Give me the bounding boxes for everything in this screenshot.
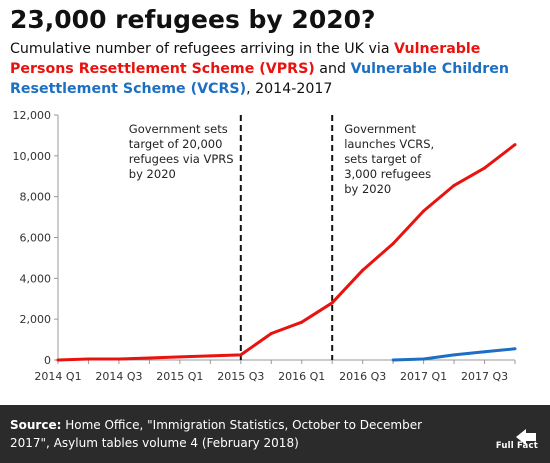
annotation-text: by 2020: [344, 182, 391, 196]
y-tick-label: 0: [44, 354, 51, 367]
y-tick-label: 6,000: [20, 232, 52, 245]
data-point-vprs: [239, 353, 243, 357]
line-chart: 0 2,000 4,000 6,000 8,000 10,000 12,000 2014 Q1…: [13, 109, 517, 383]
source-text: Home Office, "Immigration Statistics, Oc…: [10, 418, 423, 450]
data-point-vprs: [422, 209, 426, 213]
data-point-vcrs: [452, 353, 456, 357]
data-point-vprs: [513, 143, 517, 147]
data-point-vcrs: [513, 347, 517, 351]
annotation-text: Government: [344, 122, 416, 136]
y-tick-label: 8,000: [20, 191, 52, 204]
data-point-vprs: [117, 357, 121, 361]
annotation-text: Government sets: [129, 122, 228, 136]
x-tick-label: 2015 Q1: [156, 370, 203, 383]
y-tick-label: 10,000: [13, 150, 52, 163]
data-point-vprs: [483, 166, 487, 170]
x-tick-label: 2017 Q1: [400, 370, 447, 383]
x-tick-label: 2014 Q3: [95, 370, 142, 383]
annotation-text: target of 20,000: [129, 137, 223, 151]
x-tick-label: 2014 Q1: [34, 370, 81, 383]
y-tick-label: 12,000: [13, 109, 52, 122]
logo-text: Full Fact: [495, 441, 538, 451]
data-point-vprs: [269, 331, 273, 335]
data-point-vprs: [391, 242, 395, 246]
annotation-text: launches VCRS,: [344, 137, 434, 151]
data-point-vprs: [330, 301, 334, 305]
data-point-vprs: [208, 354, 212, 358]
full-fact-logo: [516, 429, 536, 445]
data-point-vprs: [300, 320, 304, 324]
subtitle-part2: and: [314, 61, 351, 77]
chart-title: 23,000 refugees by 2020?: [10, 5, 376, 34]
source-note: Source: Home Office, "Immigration Statis…: [10, 416, 465, 452]
subtitle-vprs: Vulnerable Persons Resettlement Scheme (…: [10, 41, 481, 77]
data-point-vcrs: [391, 358, 395, 362]
data-point-vprs: [147, 356, 151, 360]
chart-subtitle: Cumulative number of refugees arriving i…: [10, 39, 540, 99]
subtitle-part3: , 2014-2017: [246, 81, 333, 97]
data-point-vcrs: [422, 357, 426, 361]
annotation-text: 3,000 refugees: [344, 167, 431, 181]
annotation-text: refugees via VPRS: [129, 152, 234, 166]
x-tick-label: 2016 Q3: [339, 370, 386, 383]
data-point-vprs: [361, 268, 365, 272]
annotation-text: sets target of: [344, 152, 422, 166]
footer: Source: Home Office, "Immigration Statis…: [0, 405, 550, 463]
subtitle-part1: Cumulative number of refugees arriving i…: [10, 41, 395, 57]
data-point-vprs: [452, 183, 456, 187]
series-line-vprs: [57, 143, 516, 362]
x-tick-label: 2016 Q1: [278, 370, 325, 383]
subtitle-vcrs: Vulnerable Children Resettlement Scheme …: [10, 61, 509, 97]
y-tick-label: 2,000: [20, 313, 52, 326]
y-tick-label: 4,000: [20, 272, 52, 285]
x-tick-label: 2015 Q3: [217, 370, 264, 383]
data-point-vprs: [178, 355, 182, 359]
annotation-text: by 2020: [129, 167, 176, 181]
data-point-vcrs: [483, 350, 487, 354]
source-label: Source:: [10, 418, 62, 432]
x-tick-label: 2017 Q3: [461, 370, 508, 383]
data-point-vprs: [86, 357, 90, 361]
data-point-vprs: [56, 358, 60, 362]
